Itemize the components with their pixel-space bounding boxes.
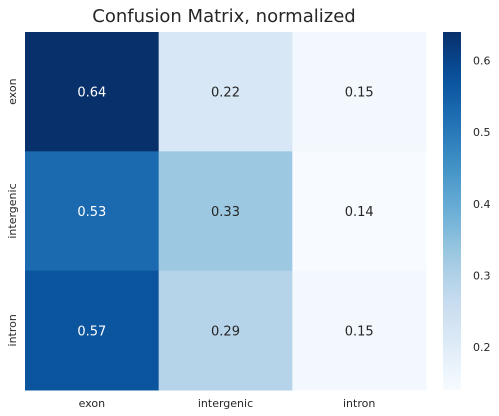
cell-value-label: 0.29 [211, 324, 240, 339]
colorbar-tick-label: 0.3 [473, 269, 491, 282]
cell-value-label: 0.15 [345, 324, 374, 339]
colorbar-tick-label: 0.6 [473, 55, 491, 68]
cell-value-label: 0.15 [345, 86, 374, 101]
y-tick-label: intron [6, 314, 19, 346]
heatmap-cell [292, 151, 427, 272]
heatmap-cell [292, 270, 427, 391]
cell-value-label: 0.53 [77, 205, 106, 220]
heatmap-cell [25, 32, 160, 152]
y-tick-label: exon [6, 78, 19, 104]
colorbar-tick-label: 0.2 [473, 341, 491, 354]
y-tick-labels: exon intergenic intron [6, 78, 19, 346]
heatmap-cell [25, 270, 160, 391]
cell-value-label: 0.14 [345, 205, 374, 220]
x-tick-label: exon [79, 397, 105, 410]
colorbar-gradient [443, 32, 461, 390]
x-tick-label: intron [343, 397, 375, 410]
cell-value-label: 0.33 [211, 205, 240, 220]
cell-value-label: 0.57 [77, 324, 106, 339]
colorbar-tick-label: 0.5 [473, 126, 491, 139]
heatmap-cell [158, 151, 293, 272]
colorbar-tick-label: 0.4 [473, 198, 491, 211]
heatmap-cell [292, 32, 427, 152]
heatmap-cell [158, 270, 293, 391]
heatmap-cell [25, 151, 160, 272]
x-tick-label: intergenic [198, 397, 253, 410]
chart-title: Confusion Matrix, normalized [92, 6, 355, 27]
heatmap-cells: 0.64 0.22 0.15 0.53 0.33 0.14 0.57 0.29 0.15 [25, 32, 427, 391]
cell-value-label: 0.64 [77, 86, 106, 101]
colorbar: 0.2 0.3 0.4 0.5 0.6 [443, 32, 491, 390]
x-tick-labels: exon intergenic intron [79, 397, 376, 410]
y-tick-label: intergenic [6, 183, 19, 238]
heatmap-cell [158, 32, 293, 152]
cell-value-label: 0.22 [211, 86, 240, 101]
